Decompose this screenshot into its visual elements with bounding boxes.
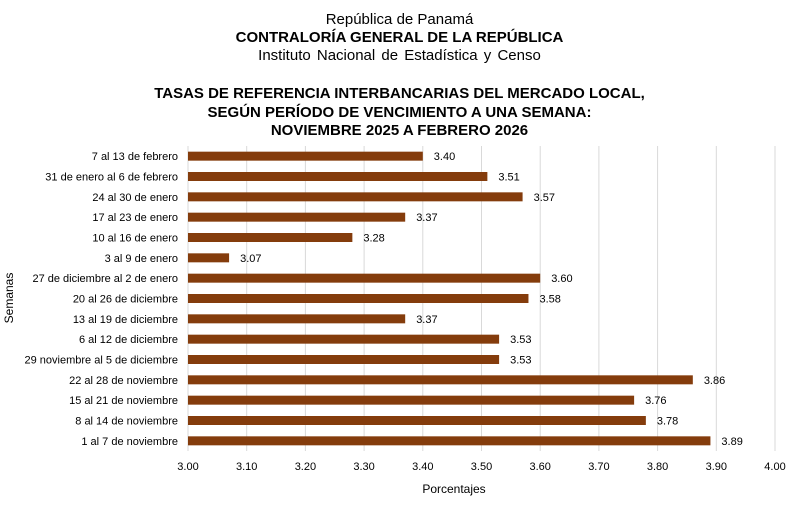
data-label: 3.60 bbox=[551, 273, 572, 285]
x-tick-label: 3.60 bbox=[529, 461, 550, 473]
x-tick-label: 3.80 bbox=[647, 461, 668, 473]
x-tick-label: 3.50 bbox=[471, 461, 492, 473]
data-labels: 3.40 3.51 3.57 3.37 3.28 3.07 3.60 3.58 3.37 3.53… bbox=[240, 151, 743, 448]
x-tick-label: 3.10 bbox=[236, 461, 257, 473]
institution-name: CONTRALORÍA GENERAL DE LA REPÚBLICA bbox=[235, 29, 564, 46]
bars bbox=[188, 151, 711, 446]
chart-title-line-2: SEGÚN PERÍODO DE VENCIMIENTO A UNA SEMAN… bbox=[207, 104, 592, 121]
category-label: 17 al 23 de enero bbox=[92, 212, 178, 224]
bar bbox=[188, 334, 500, 344]
data-label: 3.57 bbox=[534, 192, 555, 204]
x-tick-label: 3.70 bbox=[588, 461, 609, 473]
data-label: 3.37 bbox=[416, 314, 437, 326]
data-label: 3.07 bbox=[240, 253, 261, 265]
data-label: 3.53 bbox=[510, 334, 531, 346]
x-tick-label: 3.40 bbox=[412, 461, 433, 473]
category-label: 31 de enero al 6 de febrero bbox=[45, 172, 178, 184]
data-label: 3.58 bbox=[539, 294, 560, 306]
bar bbox=[188, 253, 230, 263]
category-label: 13 al 19 de diciembre bbox=[73, 314, 178, 326]
data-label: 3.76 bbox=[645, 395, 666, 407]
category-label: 15 al 21 de noviembre bbox=[69, 395, 178, 407]
bar bbox=[188, 436, 711, 446]
bar bbox=[188, 416, 646, 425]
bar bbox=[188, 395, 635, 405]
category-labels: 7 al 13 de febrero 31 de enero al 6 de fe… bbox=[25, 151, 178, 448]
bar bbox=[188, 375, 693, 385]
bar bbox=[188, 355, 500, 364]
data-label: 3.28 bbox=[363, 233, 384, 245]
data-label: 3.51 bbox=[498, 172, 519, 184]
x-tick-labels: 3.00 3.10 3.20 3.30 3.40 3.50 3.60 3.70 3.80 3.90… bbox=[177, 461, 785, 473]
x-tick-label: 3.00 bbox=[177, 461, 198, 473]
data-label: 3.37 bbox=[416, 212, 437, 224]
category-label: 29 noviembre al 5 de diciembre bbox=[25, 355, 178, 367]
category-label: 6 al 12 de diciembre bbox=[79, 334, 178, 346]
x-tick-label: 4.00 bbox=[764, 461, 785, 473]
bar bbox=[188, 151, 423, 161]
x-tick-label: 3.30 bbox=[353, 461, 374, 473]
category-label: 27 de diciembre al 2 de enero bbox=[32, 273, 178, 285]
data-label: 3.89 bbox=[721, 436, 742, 448]
chart-title-line-1: TASAS DE REFERENCIA INTERBANCARIAS DEL M… bbox=[154, 85, 645, 102]
x-tick-label: 3.90 bbox=[706, 461, 727, 473]
chart-title-line-3: NOVIEMBRE 2025 A FEBRERO 2026 bbox=[270, 122, 529, 139]
bar bbox=[188, 314, 406, 324]
data-label: 3.86 bbox=[704, 375, 725, 387]
category-label: 7 al 13 de febrero bbox=[92, 151, 178, 163]
bar bbox=[188, 273, 541, 283]
country-name: República de Panamá bbox=[325, 11, 474, 28]
bar bbox=[188, 172, 488, 181]
bar bbox=[188, 294, 529, 303]
category-label: 1 al 7 de noviembre bbox=[81, 436, 178, 448]
x-axis-label: Porcentajes bbox=[422, 482, 485, 496]
y-axis-label: Semanas bbox=[2, 273, 16, 324]
data-label: 3.78 bbox=[657, 416, 678, 428]
x-tick-label: 3.20 bbox=[295, 461, 316, 473]
institute-name: Instituto Nacional de Estadística y Cens… bbox=[258, 47, 541, 64]
category-label: 24 al 30 de enero bbox=[92, 192, 178, 204]
category-label: 8 al 14 de noviembre bbox=[75, 416, 178, 428]
category-label: 20 al 26 de diciembre bbox=[73, 294, 178, 306]
data-label: 3.40 bbox=[434, 151, 455, 163]
category-label: 22 al 28 de noviembre bbox=[69, 375, 178, 387]
category-label: 3 al 9 de enero bbox=[105, 253, 178, 265]
data-label: 3.53 bbox=[510, 355, 531, 367]
bar bbox=[188, 212, 406, 222]
bar bbox=[188, 192, 523, 202]
category-label: 10 al 16 de enero bbox=[92, 233, 178, 245]
bar bbox=[188, 233, 353, 242]
